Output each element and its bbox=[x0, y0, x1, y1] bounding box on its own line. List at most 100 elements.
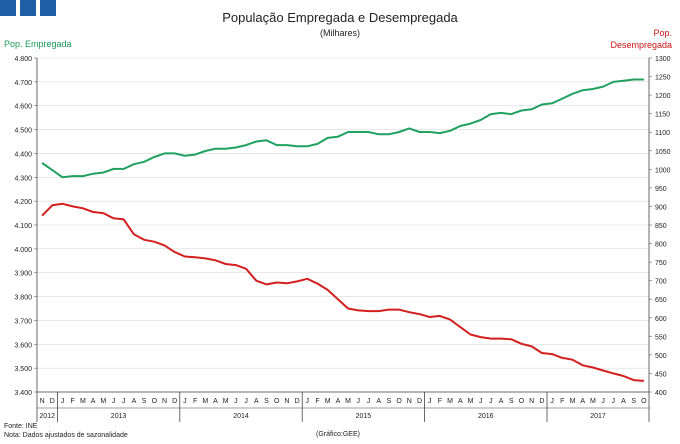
right-tick-label: 1250 bbox=[655, 75, 671, 82]
month-label: A bbox=[458, 398, 463, 405]
month-label: J bbox=[244, 398, 248, 405]
year-label: 2015 bbox=[356, 413, 372, 420]
month-label: O bbox=[152, 398, 158, 405]
left-tick-label: 4.600 bbox=[14, 104, 32, 111]
right-tick-label: 550 bbox=[655, 334, 667, 341]
right-tick-label: 1200 bbox=[655, 93, 671, 100]
year-label: 2017 bbox=[590, 413, 606, 420]
month-label: A bbox=[376, 398, 381, 405]
left-tick-label: 4.100 bbox=[14, 223, 32, 230]
month-label: J bbox=[479, 398, 483, 405]
left-tick-label: 3.800 bbox=[14, 295, 32, 302]
month-label: O bbox=[641, 398, 647, 405]
left-tick-label: 4.800 bbox=[14, 56, 32, 63]
month-label: S bbox=[631, 398, 636, 405]
month-label: F bbox=[438, 398, 442, 405]
month-label: D bbox=[50, 398, 55, 405]
month-label: M bbox=[447, 398, 453, 405]
month-label: M bbox=[570, 398, 576, 405]
month-label: M bbox=[325, 398, 331, 405]
month-label: S bbox=[142, 398, 147, 405]
month-label: J bbox=[612, 398, 616, 405]
source-note: Fonte: INE bbox=[4, 423, 38, 430]
month-label: J bbox=[61, 398, 65, 405]
right-tick-label: 400 bbox=[655, 390, 667, 397]
month-label: A bbox=[621, 398, 626, 405]
year-label: 2014 bbox=[233, 413, 249, 420]
left-tick-label: 4.400 bbox=[14, 151, 32, 158]
month-label: M bbox=[590, 398, 596, 405]
month-label: A bbox=[132, 398, 137, 405]
left-tick-label: 3.500 bbox=[14, 366, 32, 373]
month-label: J bbox=[183, 398, 187, 405]
right-tick-label: 600 bbox=[655, 316, 667, 323]
month-label: J bbox=[112, 398, 116, 405]
left-tick-label: 4.700 bbox=[14, 80, 32, 87]
month-label: A bbox=[580, 398, 585, 405]
left-tick-label: 3.700 bbox=[14, 318, 32, 325]
chart-credit: (Gráfico:GEE) bbox=[316, 431, 360, 438]
year-label: 2013 bbox=[111, 413, 127, 420]
right-tick-label: 1000 bbox=[655, 167, 671, 174]
right-tick-label: 900 bbox=[655, 204, 667, 211]
month-label: J bbox=[357, 398, 361, 405]
month-label: M bbox=[202, 398, 208, 405]
right-tick-label: 950 bbox=[655, 186, 667, 193]
month-label: N bbox=[40, 398, 45, 405]
right-axis-label-line1: Pop. bbox=[653, 28, 672, 38]
right-tick-label: 650 bbox=[655, 297, 667, 304]
right-tick-label: 500 bbox=[655, 353, 667, 360]
left-axis-label: Pop. Empregada bbox=[4, 39, 72, 49]
logo-square-2 bbox=[20, 0, 36, 16]
chart-title: População Empregada e Desempregada bbox=[222, 10, 458, 25]
right-tick-label: 750 bbox=[655, 260, 667, 267]
month-label: A bbox=[254, 398, 259, 405]
logo-square-1 bbox=[0, 0, 16, 16]
month-label: J bbox=[489, 398, 493, 405]
month-label: J bbox=[122, 398, 126, 405]
right-tick-label: 700 bbox=[655, 279, 667, 286]
month-label: M bbox=[345, 398, 351, 405]
right-axis-label: Pop. Desempregada bbox=[582, 27, 672, 51]
month-label: J bbox=[428, 398, 432, 405]
month-label: F bbox=[193, 398, 197, 405]
series-line-employed bbox=[41, 78, 644, 179]
right-tick-label: 1300 bbox=[655, 56, 671, 63]
right-tick-label: 450 bbox=[655, 371, 667, 378]
month-label: F bbox=[560, 398, 564, 405]
month-label: D bbox=[295, 398, 300, 405]
month-label: N bbox=[284, 398, 289, 405]
month-label: O bbox=[396, 398, 402, 405]
left-tick-label: 4.000 bbox=[14, 247, 32, 254]
logo-square-3 bbox=[40, 0, 56, 16]
right-tick-label: 1150 bbox=[655, 112, 670, 119]
month-label: N bbox=[162, 398, 167, 405]
left-tick-label: 3.400 bbox=[14, 390, 32, 397]
month-label: J bbox=[234, 398, 238, 405]
right-tick-label: 850 bbox=[655, 223, 667, 230]
right-tick-label: 1100 bbox=[655, 130, 670, 137]
left-tick-label: 3.900 bbox=[14, 271, 32, 278]
series-line-unemployed bbox=[41, 202, 644, 382]
month-label: A bbox=[213, 398, 218, 405]
month-label: F bbox=[315, 398, 319, 405]
month-label: S bbox=[509, 398, 514, 405]
left-tick-label: 3.600 bbox=[14, 342, 32, 349]
year-label: 2016 bbox=[478, 413, 494, 420]
right-axis-label-line2: Desempregada bbox=[610, 40, 672, 50]
month-label: A bbox=[499, 398, 504, 405]
right-tick-label: 1050 bbox=[655, 149, 671, 156]
month-label: M bbox=[100, 398, 106, 405]
chart-subtitle: (Milhares) bbox=[319, 28, 360, 38]
seasonal-note: Nota: Dados ajustados de sazonalidade bbox=[4, 432, 128, 439]
right-tick-label: 800 bbox=[655, 242, 667, 249]
month-label: J bbox=[550, 398, 554, 405]
month-label: J bbox=[367, 398, 371, 405]
month-label: J bbox=[601, 398, 605, 405]
month-label: S bbox=[264, 398, 269, 405]
left-tick-label: 4.500 bbox=[14, 128, 32, 135]
left-tick-label: 4.200 bbox=[14, 199, 32, 206]
month-label: A bbox=[91, 398, 96, 405]
month-label: O bbox=[274, 398, 280, 405]
